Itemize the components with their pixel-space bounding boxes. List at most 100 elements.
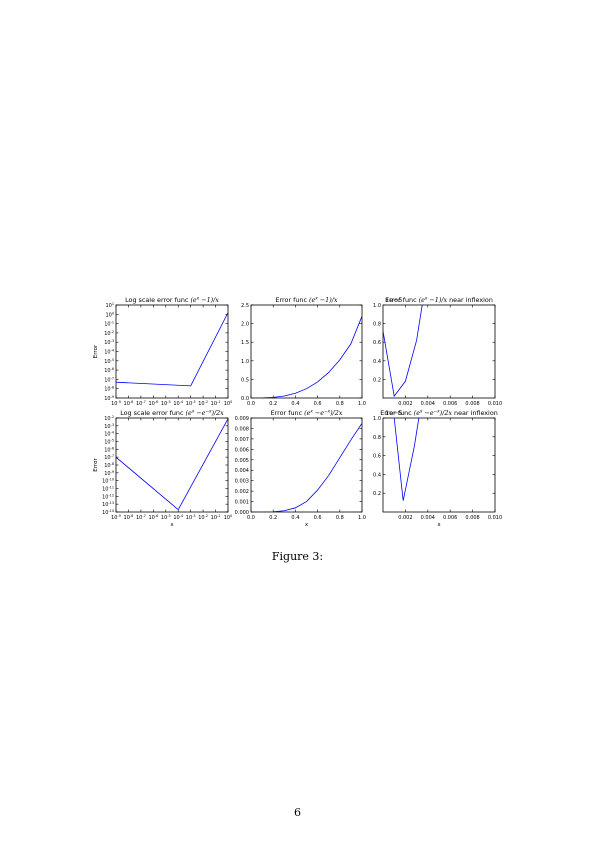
y-tick-label: 0.000 [235, 510, 249, 516]
x-tick-label: 0.010 [488, 401, 502, 407]
y-tick-label: 0.005 [235, 458, 249, 464]
y-tick-label: 10-2 [104, 330, 114, 337]
y-tick-label: 10-4 [104, 349, 114, 356]
x-tick-label: 0.6 [314, 401, 322, 407]
y-tick-label: 1.5 [241, 340, 249, 346]
plot-frame [250, 417, 363, 513]
x-tick-label: 0.004 [421, 515, 435, 521]
series-line [251, 422, 362, 512]
plot-frame [250, 304, 363, 399]
series-line [383, 305, 423, 398]
y-tick-label: 10-2 [104, 415, 114, 422]
y-tick-label: 0.002 [235, 489, 249, 495]
x-tick-label: 0.2 [269, 515, 277, 521]
y-tick-label: 10-3 [104, 423, 114, 430]
x-tick-label: 0.010 [488, 515, 502, 521]
x-tick-label: 1.0 [358, 515, 366, 521]
x-tick-label: 10-4 [173, 400, 183, 407]
x-tick-label: 0.8 [336, 401, 344, 407]
y-tick-label: 10-9 [104, 395, 114, 402]
x-tick-label: 10-6 [148, 514, 158, 521]
chart-panel-2: Error func (ex −1)/x 0.0 0.2 0.4 0.6 0.8 1.0 0.… [241, 296, 366, 408]
x-tick-label: 0.4 [291, 401, 299, 407]
y-tick-label: 0.2 [373, 377, 381, 383]
y-tick-label: 10-6 [104, 367, 114, 374]
x-tick-label: 0.0 [247, 401, 255, 407]
y-tick-label: 0.008 [235, 426, 249, 432]
x-tick-label: 0.4 [291, 515, 299, 521]
y-tick-label: 1.0 [373, 303, 381, 309]
chart-title: Log scale error func (ex −e−x)/2x [120, 409, 224, 418]
x-axis-label: x [437, 522, 441, 528]
x-tick-label: 0.2 [269, 401, 277, 407]
chart-panel-6: Error func (ex −e−x)/2x near inflexion1e… [373, 409, 502, 529]
x-tick-label: 100 [224, 400, 233, 407]
y-tick-label: 0.4 [373, 472, 381, 478]
x-tick-label: 10-5 [161, 400, 171, 407]
y-tick-label: 10-4 [104, 431, 114, 438]
y-tick-label: 10-8 [104, 386, 114, 393]
y-tick-label: 0.007 [235, 437, 249, 443]
x-tick-label: 10-3 [186, 514, 196, 521]
y-tick-label: 10-7 [104, 454, 114, 461]
y-tick-label: 2.5 [241, 303, 249, 309]
page-number: 6 [294, 806, 301, 819]
series-line [251, 316, 362, 398]
y-tick-label: 10-6 [104, 446, 114, 453]
y-tick-label: 10-9 [104, 470, 114, 477]
x-tick-label: 10-5 [161, 514, 171, 521]
y-tick-label: 10-11 [102, 486, 114, 493]
y-tick-label: 1.0 [373, 416, 381, 422]
y-tick-label: 0.6 [373, 454, 381, 460]
y-tick-label: 10-14 [102, 509, 114, 516]
x-tick-label: 10-8 [124, 400, 134, 407]
x-tick-label: 10-2 [198, 514, 208, 521]
chart-title: Error func (ex −1)/x near inflexion [385, 296, 493, 305]
x-tick-label: 10-6 [148, 400, 158, 407]
x-tick-label: 10-4 [173, 514, 183, 521]
series-line [116, 312, 228, 387]
y-tick-label: 10-7 [104, 376, 114, 383]
y-tick-label: 0.0 [241, 396, 249, 402]
plot-frame [115, 417, 229, 513]
x-tick-label: 0.008 [465, 401, 479, 407]
chart-title: Error func (ex −1)/x [276, 296, 338, 305]
chart-title: Log scale error func (ex −1)/x [125, 296, 219, 305]
y-tick-label: 101 [105, 302, 114, 309]
y-tick-label: 1.0 [241, 359, 249, 365]
y-tick-label: 10-3 [104, 339, 114, 346]
plot-frame [115, 304, 229, 399]
chart-panel-4: Log scale error func (ex −e−x)/2x 10-9 10-… [93, 409, 232, 529]
x-tick-label: 10-1 [211, 514, 221, 521]
x-tick-label: 10-9 [111, 400, 121, 407]
y-axis-label: Error [93, 458, 99, 472]
x-tick-label: 10-1 [211, 400, 221, 407]
series-line [393, 418, 420, 501]
x-tick-label: 0.004 [421, 401, 435, 407]
y-tick-label: 0.2 [373, 491, 381, 497]
plot-frame [382, 304, 496, 399]
x-tick-label: 0.8 [336, 515, 344, 521]
y-tick-label: 0.006 [235, 447, 249, 453]
x-tick-label: 0.008 [465, 515, 479, 521]
y-tick-label: 0.8 [373, 322, 381, 328]
y-tick-label: 0.6 [373, 340, 381, 346]
plot-frame [382, 417, 496, 513]
y-tick-label: 0.009 [235, 416, 249, 422]
offset-label: 1e−5 [385, 409, 402, 417]
y-tick-label: 10-12 [102, 493, 114, 500]
y-tick-label: 10-1 [104, 321, 114, 328]
y-tick-label: 0.003 [235, 479, 249, 485]
y-axis-label: Error [93, 344, 99, 358]
x-tick-label: 1.0 [358, 401, 366, 407]
y-tick-label: 0.4 [373, 359, 381, 365]
x-axis-label: x [170, 522, 174, 528]
y-tick-label: 0.8 [373, 435, 381, 441]
y-tick-label: 2.0 [241, 322, 249, 328]
x-tick-label: 0.006 [443, 401, 457, 407]
figure-caption: Figure 3: [271, 550, 324, 563]
y-tick-label: 0.004 [235, 468, 249, 474]
x-tick-label: 10-7 [136, 400, 146, 407]
y-tick-label: 10-5 [104, 358, 114, 365]
